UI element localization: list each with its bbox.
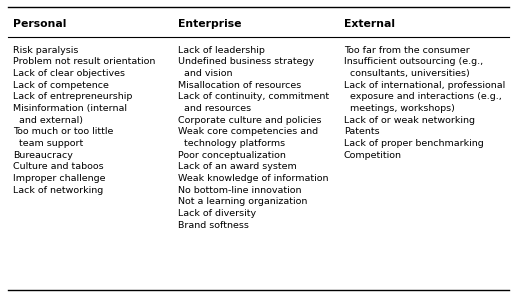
Text: Lack of entrepreneurship: Lack of entrepreneurship [13,92,132,101]
Text: Poor conceptualization: Poor conceptualization [178,150,286,160]
Text: Too far from the consumer: Too far from the consumer [344,46,469,55]
Text: Weak knowledge of information: Weak knowledge of information [178,174,329,183]
Text: Lack of continuity, commitment: Lack of continuity, commitment [178,92,329,101]
Text: Lack of proper benchmarking: Lack of proper benchmarking [344,139,483,148]
Text: Lack of or weak networking: Lack of or weak networking [344,116,475,125]
Text: Corporate culture and policies: Corporate culture and policies [178,116,322,125]
Text: Misinformation (internal: Misinformation (internal [13,104,127,113]
Text: Patents: Patents [344,127,379,136]
Text: team support: team support [13,139,83,148]
Text: External: External [344,19,395,29]
Text: and vision: and vision [178,69,233,78]
Text: technology platforms: technology platforms [178,139,285,148]
Text: Lack of an award system: Lack of an award system [178,162,297,171]
Text: Lack of diversity: Lack of diversity [178,209,256,218]
Text: No bottom-line innovation: No bottom-line innovation [178,186,302,195]
Text: Too much or too little: Too much or too little [13,127,113,136]
Text: Bureaucracy: Bureaucracy [13,150,73,160]
Text: Lack of clear objectives: Lack of clear objectives [13,69,125,78]
Text: Undefined business strategy: Undefined business strategy [178,57,314,66]
Text: Competition: Competition [344,150,402,160]
Text: Culture and taboos: Culture and taboos [13,162,103,171]
Text: Not a learning organization: Not a learning organization [178,197,308,206]
Text: exposure and interactions (e.g.,: exposure and interactions (e.g., [344,92,501,101]
Text: Lack of international, professional: Lack of international, professional [344,81,505,90]
Text: Lack of leadership: Lack of leadership [178,46,265,55]
Text: Lack of competence: Lack of competence [13,81,109,90]
Text: Enterprise: Enterprise [178,19,242,29]
Text: and resources: and resources [178,104,251,113]
Text: and external): and external) [13,116,83,125]
Text: consultants, universities): consultants, universities) [344,69,469,78]
Text: Lack of networking: Lack of networking [13,186,103,195]
Text: Risk paralysis: Risk paralysis [13,46,78,55]
Text: Improper challenge: Improper challenge [13,174,105,183]
Text: Problem not result orientation: Problem not result orientation [13,57,155,66]
Text: meetings, workshops): meetings, workshops) [344,104,454,113]
Text: Brand softness: Brand softness [178,220,249,230]
Text: Personal: Personal [13,19,66,29]
Text: Insufficient outsourcing (e.g.,: Insufficient outsourcing (e.g., [344,57,483,66]
Text: Misallocation of resources: Misallocation of resources [178,81,301,90]
Text: Weak core competencies and: Weak core competencies and [178,127,318,136]
